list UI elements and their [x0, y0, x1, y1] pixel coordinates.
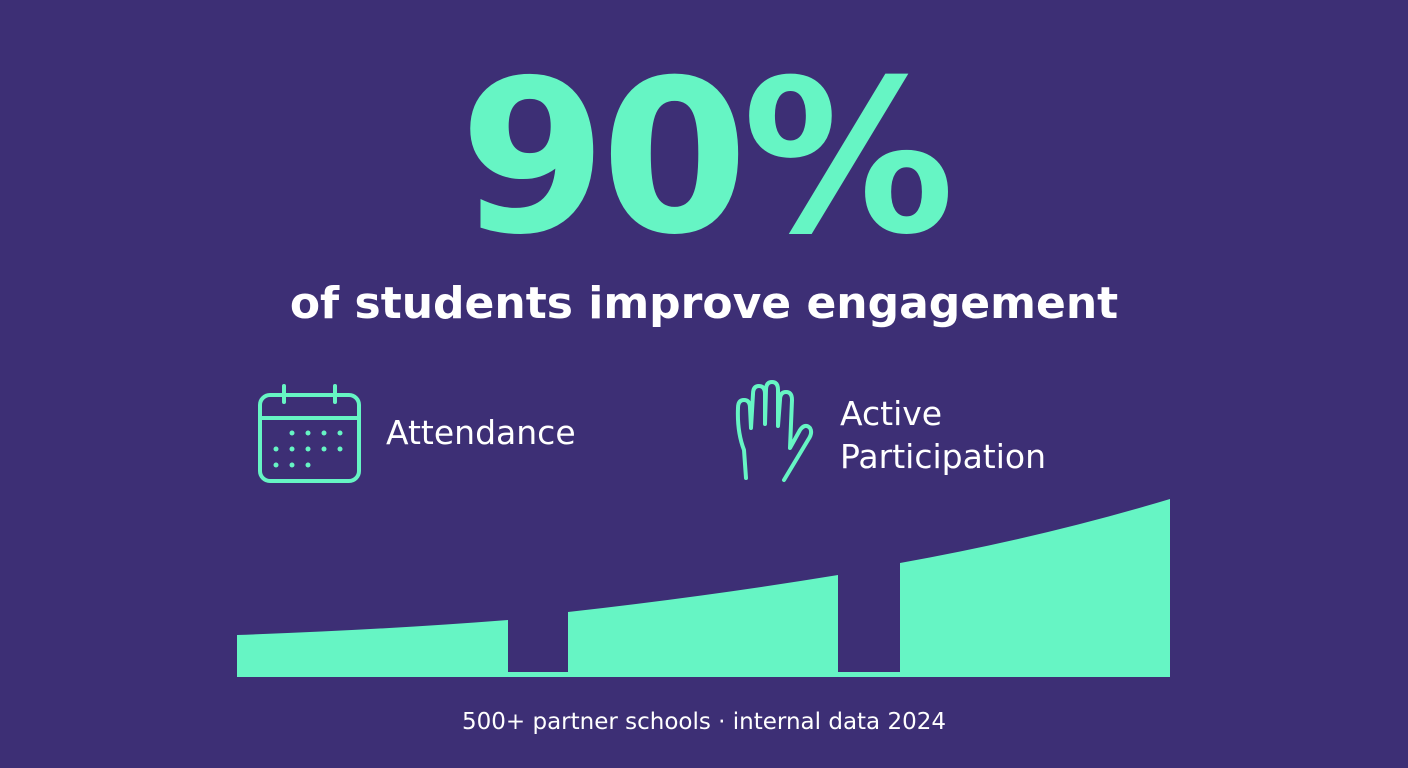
feature-label: Active Participation [840, 394, 1047, 476]
footer-note: 500+ partner schools · internal data 202… [461, 709, 946, 735]
feature-label: Attendance [386, 413, 576, 452]
calendar-dots [273, 430, 343, 468]
calendar-icon [258, 384, 361, 483]
headline-stat: 90% [459, 34, 954, 281]
growth-shape [237, 499, 1170, 677]
headline-caption: of students improve engagement [289, 278, 1119, 329]
hand-icon [735, 380, 814, 482]
